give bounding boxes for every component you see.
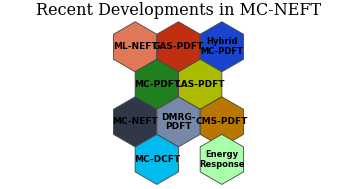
Polygon shape bbox=[200, 22, 243, 72]
Polygon shape bbox=[114, 22, 157, 72]
Polygon shape bbox=[200, 97, 243, 147]
Polygon shape bbox=[135, 59, 178, 109]
Text: DMRG-
PDFT: DMRG- PDFT bbox=[161, 112, 196, 131]
Text: CMS-PDFT: CMS-PDFT bbox=[196, 117, 248, 126]
Text: ML-NEFT: ML-NEFT bbox=[113, 42, 157, 51]
Polygon shape bbox=[178, 59, 222, 109]
Text: LAS-PDFT: LAS-PDFT bbox=[175, 80, 225, 89]
Polygon shape bbox=[135, 134, 178, 184]
Text: Hybrid
MC-PDFT: Hybrid MC-PDFT bbox=[200, 37, 243, 56]
Text: GAS-PDFT: GAS-PDFT bbox=[153, 42, 204, 51]
Polygon shape bbox=[200, 134, 243, 184]
Text: MC-DCFT: MC-DCFT bbox=[134, 155, 180, 164]
Title: Recent Developments in MC-NEFT: Recent Developments in MC-NEFT bbox=[36, 2, 321, 19]
Polygon shape bbox=[114, 97, 157, 147]
Polygon shape bbox=[157, 97, 200, 147]
Polygon shape bbox=[157, 22, 200, 72]
Text: MC-NEFT: MC-NEFT bbox=[112, 117, 158, 126]
Text: Energy
Response: Energy Response bbox=[199, 150, 245, 169]
Text: MC-PDFT: MC-PDFT bbox=[134, 80, 180, 89]
